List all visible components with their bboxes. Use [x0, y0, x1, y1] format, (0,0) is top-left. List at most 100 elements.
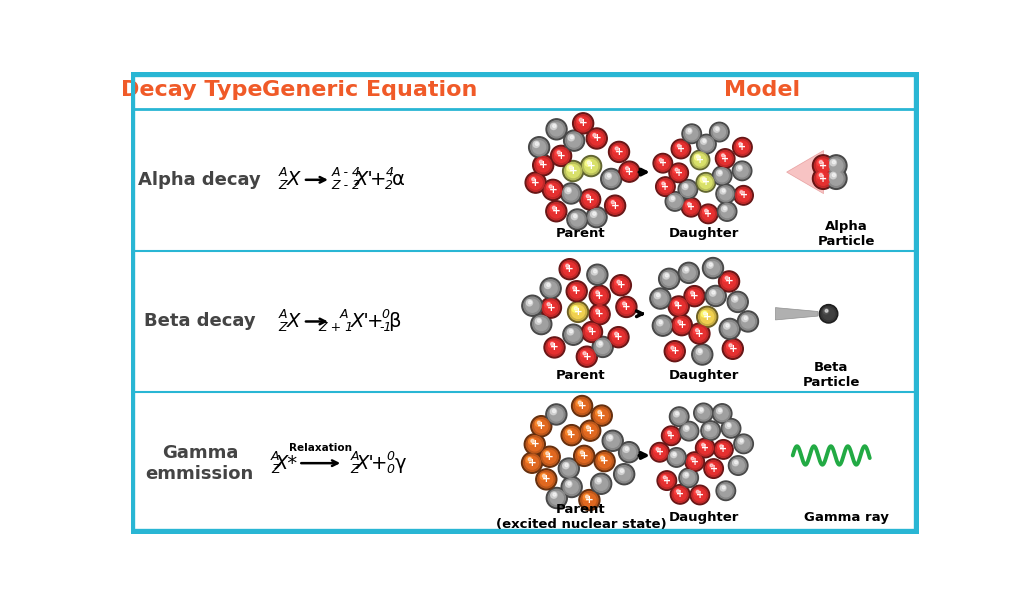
Circle shape [738, 438, 743, 444]
Circle shape [651, 444, 668, 460]
Circle shape [550, 123, 563, 136]
Circle shape [618, 468, 625, 475]
Bar [132, 392, 918, 534]
Circle shape [601, 456, 604, 460]
Circle shape [722, 189, 725, 192]
Circle shape [725, 422, 731, 428]
Circle shape [606, 197, 624, 214]
Circle shape [695, 438, 715, 458]
Circle shape [596, 309, 599, 313]
Circle shape [683, 199, 699, 215]
Text: +: + [705, 209, 713, 219]
Circle shape [718, 483, 734, 499]
Circle shape [676, 412, 679, 415]
Circle shape [604, 432, 622, 449]
Circle shape [548, 341, 561, 354]
Text: +: + [557, 151, 565, 161]
Circle shape [597, 479, 600, 482]
Circle shape [688, 455, 700, 468]
Circle shape [700, 176, 707, 182]
Circle shape [623, 446, 630, 452]
Circle shape [696, 307, 718, 328]
Circle shape [671, 451, 683, 464]
Circle shape [654, 155, 671, 171]
Text: X: X [287, 312, 300, 331]
Circle shape [582, 191, 599, 208]
Circle shape [652, 315, 674, 336]
Circle shape [550, 491, 563, 505]
Circle shape [541, 297, 561, 318]
Circle shape [566, 164, 580, 178]
Circle shape [675, 168, 678, 171]
Circle shape [673, 167, 685, 179]
Circle shape [594, 308, 600, 314]
Circle shape [692, 344, 713, 365]
Text: +: + [549, 185, 557, 195]
Circle shape [688, 129, 691, 132]
Circle shape [595, 478, 601, 484]
Circle shape [572, 286, 575, 289]
Circle shape [719, 271, 739, 292]
Text: +: + [586, 194, 595, 205]
Circle shape [617, 280, 621, 283]
Circle shape [617, 467, 631, 481]
Text: +: + [695, 329, 703, 338]
Circle shape [721, 273, 737, 290]
Text: +: + [595, 309, 604, 319]
Circle shape [526, 436, 544, 453]
Text: +: + [371, 170, 387, 190]
Text: 0: 0 [387, 450, 395, 463]
Circle shape [713, 166, 732, 185]
Circle shape [583, 494, 596, 506]
Circle shape [681, 197, 700, 217]
Circle shape [564, 326, 582, 343]
Circle shape [694, 489, 706, 501]
Text: +: + [668, 431, 675, 441]
Text: +: + [721, 154, 729, 164]
Circle shape [817, 160, 823, 166]
Circle shape [560, 460, 578, 477]
Text: +: + [655, 447, 664, 457]
Circle shape [735, 187, 752, 203]
Circle shape [666, 274, 669, 277]
Text: +: + [614, 332, 623, 342]
Circle shape [707, 262, 713, 268]
Circle shape [671, 409, 687, 425]
Text: Alpha decay: Alpha decay [138, 171, 261, 189]
Text: +: + [616, 280, 626, 290]
Circle shape [827, 170, 845, 187]
Circle shape [584, 193, 591, 200]
Circle shape [608, 199, 622, 212]
Circle shape [657, 179, 674, 194]
Circle shape [694, 489, 700, 495]
Circle shape [701, 443, 705, 446]
Circle shape [612, 331, 618, 337]
Circle shape [825, 310, 828, 312]
Circle shape [669, 449, 684, 466]
Circle shape [567, 134, 581, 147]
Circle shape [712, 291, 715, 294]
Circle shape [575, 400, 589, 413]
Circle shape [618, 442, 640, 463]
Circle shape [669, 345, 675, 352]
Circle shape [732, 460, 744, 472]
Circle shape [701, 311, 708, 317]
Circle shape [550, 409, 557, 415]
Circle shape [659, 181, 672, 193]
Circle shape [588, 130, 605, 147]
Text: +: + [578, 401, 587, 411]
Circle shape [726, 342, 739, 355]
Circle shape [526, 299, 532, 306]
Circle shape [591, 305, 608, 323]
Circle shape [570, 285, 577, 292]
Circle shape [650, 442, 670, 462]
Circle shape [718, 443, 729, 455]
Circle shape [722, 486, 725, 489]
Circle shape [623, 165, 636, 178]
Text: γ: γ [394, 454, 406, 473]
Circle shape [540, 473, 553, 486]
Circle shape [683, 267, 689, 273]
Circle shape [563, 324, 584, 345]
Circle shape [667, 193, 683, 209]
Circle shape [720, 188, 732, 200]
